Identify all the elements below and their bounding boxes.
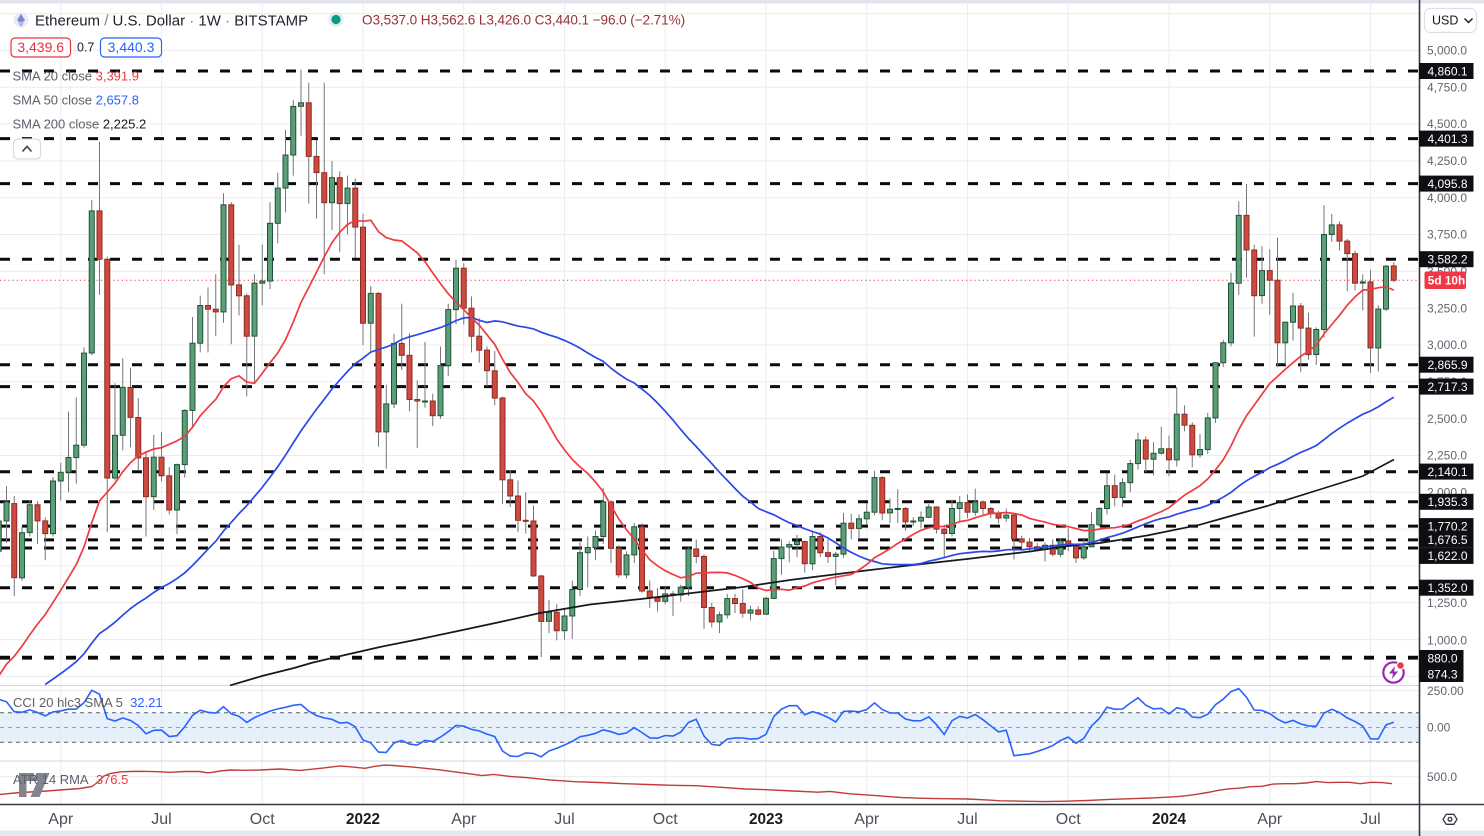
svg-text:4,250.0: 4,250.0 [1427,154,1467,168]
svg-text:2,500.0: 2,500.0 [1427,412,1467,426]
svg-text:4,095.8: 4,095.8 [1428,177,1468,191]
svg-text:880.0: 880.0 [1428,651,1458,665]
svg-text:2,717.3: 2,717.3 [1428,380,1468,394]
svg-text:Apr: Apr [1257,811,1283,828]
svg-text:SMA 50 close 2,657.8: SMA 50 close 2,657.8 [13,93,139,108]
svg-text:250.00: 250.00 [1427,684,1464,698]
svg-text:3,439.6: 3,439.6 [17,39,64,55]
svg-text:4,860.1: 4,860.1 [1428,64,1468,78]
svg-text:2023: 2023 [749,811,783,828]
svg-text:SMA 20 close 3,391.9: SMA 20 close 3,391.9 [13,69,139,84]
svg-text:5,000.0: 5,000.0 [1427,44,1467,58]
svg-text:3,000.0: 3,000.0 [1427,338,1467,352]
svg-text:Oct: Oct [250,811,275,828]
svg-text:3,250.0: 3,250.0 [1427,301,1467,315]
svg-text:3,750.0: 3,750.0 [1427,228,1467,242]
svg-text:4,000.0: 4,000.0 [1427,191,1467,205]
svg-text:2,865.9: 2,865.9 [1428,358,1468,372]
svg-text:2022: 2022 [346,811,380,828]
svg-text:5d 10h: 5d 10h [1428,274,1465,288]
svg-text:Jul: Jul [1360,811,1380,828]
svg-text:500.0: 500.0 [1427,770,1457,784]
svg-text:1,622.0: 1,622.0 [1428,549,1468,563]
svg-text:Apr: Apr [854,811,880,828]
svg-text:Oct: Oct [1056,811,1081,828]
svg-text:2024: 2024 [1152,811,1187,828]
svg-text:O3,537.0 H3,562.6 L3,426.0 C3,: O3,537.0 H3,562.6 L3,426.0 C3,440.1 −96.… [362,13,685,28]
svg-text:CCI 20 hlc3 SMA 5 32.21: CCI 20 hlc3 SMA 5 32.21 [13,695,163,710]
svg-text:2,250.0: 2,250.0 [1427,449,1467,463]
svg-text:Jul: Jul [151,811,171,828]
svg-text:1,250.0: 1,250.0 [1427,596,1467,610]
svg-text:Jul: Jul [554,811,574,828]
svg-text:2,140.1: 2,140.1 [1428,465,1468,479]
svg-text:3,582.2: 3,582.2 [1428,253,1468,267]
svg-text:1,352.0: 1,352.0 [1428,581,1468,595]
svg-text:Jul: Jul [957,811,977,828]
svg-text:4,500.0: 4,500.0 [1427,117,1467,131]
svg-text:USD: USD [1432,14,1458,28]
svg-text:0.7: 0.7 [77,41,94,55]
svg-text:1,935.3: 1,935.3 [1428,495,1468,509]
svg-text:Apr: Apr [451,811,477,828]
svg-text:Oct: Oct [653,811,678,828]
svg-text:SMA 200 close 2,225.2: SMA 200 close 2,225.2 [13,117,147,132]
svg-text:Apr: Apr [48,811,74,828]
svg-text:0.00: 0.00 [1427,721,1451,735]
svg-text:4,401.3: 4,401.3 [1428,132,1468,146]
svg-text:ATR 14 RMA 376.5: ATR 14 RMA 376.5 [13,772,128,787]
svg-text:3,440.3: 3,440.3 [108,39,155,55]
svg-text:1,676.5: 1,676.5 [1428,533,1468,547]
svg-text:1,000.0: 1,000.0 [1427,634,1467,648]
svg-text:4,750.0: 4,750.0 [1427,80,1467,94]
svg-text:Ethereum / U.S. Dollar · 1W ·: Ethereum / U.S. Dollar · 1W · BITSTAMP [35,13,308,30]
svg-text:1,770.2: 1,770.2 [1428,519,1468,533]
svg-text:874.3: 874.3 [1428,667,1458,681]
